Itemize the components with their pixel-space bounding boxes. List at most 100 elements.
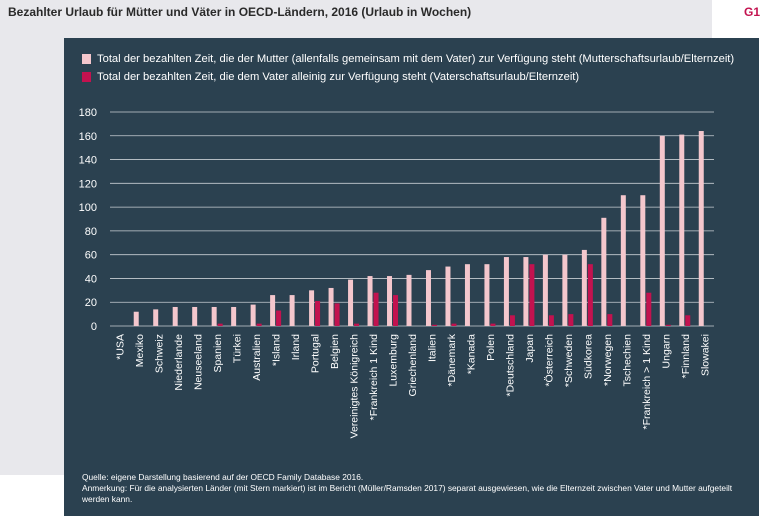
- bar-father: [373, 292, 379, 326]
- legend-item-father[interactable]: Total der bezahlten Zeit, die dem Vater …: [82, 68, 734, 86]
- x-tick-label: Niederlande: [173, 334, 185, 391]
- bar-mother: [484, 264, 490, 326]
- chart-panel: 0 20 40 60 80 100 120 140 160 180 *USA Mexiko Schwei…: [64, 38, 759, 516]
- bar-mother: [542, 254, 548, 326]
- x-tick-label: Neuseeland: [193, 334, 205, 390]
- x-tick-label: Japan: [524, 334, 536, 363]
- bar-father: [607, 314, 613, 326]
- bar-mother: [562, 254, 568, 326]
- bar-mother: [289, 295, 295, 326]
- x-tick-label: Slowakei: [699, 334, 711, 376]
- legend-swatch-mother: [82, 54, 91, 64]
- x-tick-label: *Österreich: [543, 334, 555, 387]
- bar-mother: [659, 135, 665, 326]
- x-tick-label: Polen: [485, 334, 497, 361]
- bar-father: [587, 264, 593, 326]
- y-tick-label: 0: [91, 321, 97, 333]
- legend-item-mother[interactable]: Total der bezahlten Zeit, die der Mutter…: [82, 50, 734, 68]
- y-tick-label: 160: [79, 131, 97, 143]
- y-tick-label: 100: [79, 202, 97, 214]
- bar-mother: [523, 257, 529, 326]
- bar-mother: [679, 134, 685, 326]
- bar-father: [334, 303, 340, 326]
- bar-mother: [211, 306, 217, 326]
- source-note: Quelle: eigene Darstellung basierend auf…: [82, 472, 364, 482]
- bar-father: [646, 292, 652, 326]
- bar-mother: [270, 295, 276, 326]
- bar-mother: [348, 279, 354, 326]
- bar-mother: [192, 306, 198, 326]
- bar-mother: [581, 249, 587, 326]
- y-tick-label: 140: [79, 155, 97, 167]
- x-tick-label: Griechenland: [407, 334, 419, 397]
- bar-father: [393, 295, 399, 326]
- x-tick-label: *Dänemark: [446, 333, 458, 386]
- x-tick-label: Mexiko: [134, 334, 146, 367]
- bar-father: [354, 323, 360, 326]
- bar-mother: [503, 257, 509, 326]
- x-tick-label: *Deutschland: [504, 334, 516, 397]
- bar-mother: [172, 306, 178, 326]
- legend-label-father: Total der bezahlten Zeit, die dem Vater …: [97, 71, 580, 83]
- bar-father: [529, 264, 535, 326]
- x-tick-label: Australien: [251, 334, 263, 381]
- bar-mother: [445, 266, 451, 326]
- x-tick-label: Tschechien: [621, 334, 633, 387]
- bar-mother: [387, 276, 393, 326]
- bar-mother: [620, 195, 626, 326]
- bar-father: [568, 314, 574, 326]
- x-tick-label: *Island: [271, 334, 283, 366]
- x-tick-label: *Frankreich 1 Kind: [368, 334, 380, 421]
- bar-mother: [425, 270, 431, 326]
- legend-swatch-father: [82, 72, 91, 82]
- x-tick-label: *Frankreich > 1 Kind: [641, 334, 653, 430]
- bar-mother: [250, 304, 256, 326]
- legend: Total der bezahlten Zeit, die der Mutter…: [82, 50, 734, 86]
- bar-father: [431, 324, 437, 326]
- x-tick-label: Ungarn: [660, 334, 672, 369]
- notes: Quelle: eigene Darstellung basierend auf…: [82, 472, 742, 505]
- bar-father: [509, 315, 515, 326]
- bar-mother: [231, 306, 237, 326]
- bar-chart: 0 20 40 60 80 100 120 140 160 180 *USA Mexiko Schwei…: [79, 107, 714, 439]
- bar-mother: [698, 131, 704, 326]
- bar-father: [315, 301, 321, 326]
- x-tick-label: Südkorea: [582, 334, 594, 379]
- bar-father: [276, 310, 282, 326]
- x-tick-label: Italien: [426, 334, 438, 362]
- x-tick-label: Vereinigtes Königreich: [349, 334, 361, 439]
- bar-mother: [601, 217, 607, 326]
- bar-father: [451, 323, 457, 326]
- bar-father: [685, 315, 691, 326]
- remark-note: Anmerkung: Für die analysierten Länder (…: [82, 483, 733, 504]
- figure-number: G1: [743, 5, 760, 19]
- bar-father: [665, 324, 671, 326]
- y-tick-label: 40: [85, 273, 97, 285]
- x-tick-label: Portugal: [310, 334, 322, 373]
- x-tick-label: Schweiz: [154, 334, 166, 373]
- bar-mother: [640, 195, 646, 326]
- x-tick-label: *Norwegen: [602, 334, 614, 386]
- bar-mother: [367, 276, 373, 326]
- y-tick-label: 180: [79, 107, 97, 119]
- bar-father: [548, 315, 554, 326]
- bar-mother: [328, 287, 334, 326]
- x-tick-label: Belgien: [329, 334, 341, 369]
- bar-mother: [309, 290, 315, 326]
- x-tick-label: *Schweden: [563, 334, 575, 387]
- y-tick-label: 120: [79, 178, 97, 190]
- bar-mother: [133, 311, 139, 326]
- legend-label-mother: Total der bezahlten Zeit, die der Mutter…: [97, 53, 735, 65]
- bar-mother: [406, 274, 412, 326]
- bar-father: [217, 323, 223, 326]
- y-tick-label: 20: [85, 297, 97, 309]
- bar-mother: [153, 309, 159, 326]
- x-tick-label: *Kanada: [465, 334, 477, 374]
- bar-father: [490, 323, 496, 326]
- x-tick-label: *USA: [115, 334, 127, 360]
- x-tick-label: Spanien: [212, 334, 224, 373]
- x-tick-label: *Finnland: [680, 334, 692, 379]
- page-title: Bezahlter Urlaub für Mütter und Väter in…: [8, 5, 472, 19]
- y-tick-label: 80: [85, 226, 97, 238]
- y-tick-label: 60: [85, 250, 97, 262]
